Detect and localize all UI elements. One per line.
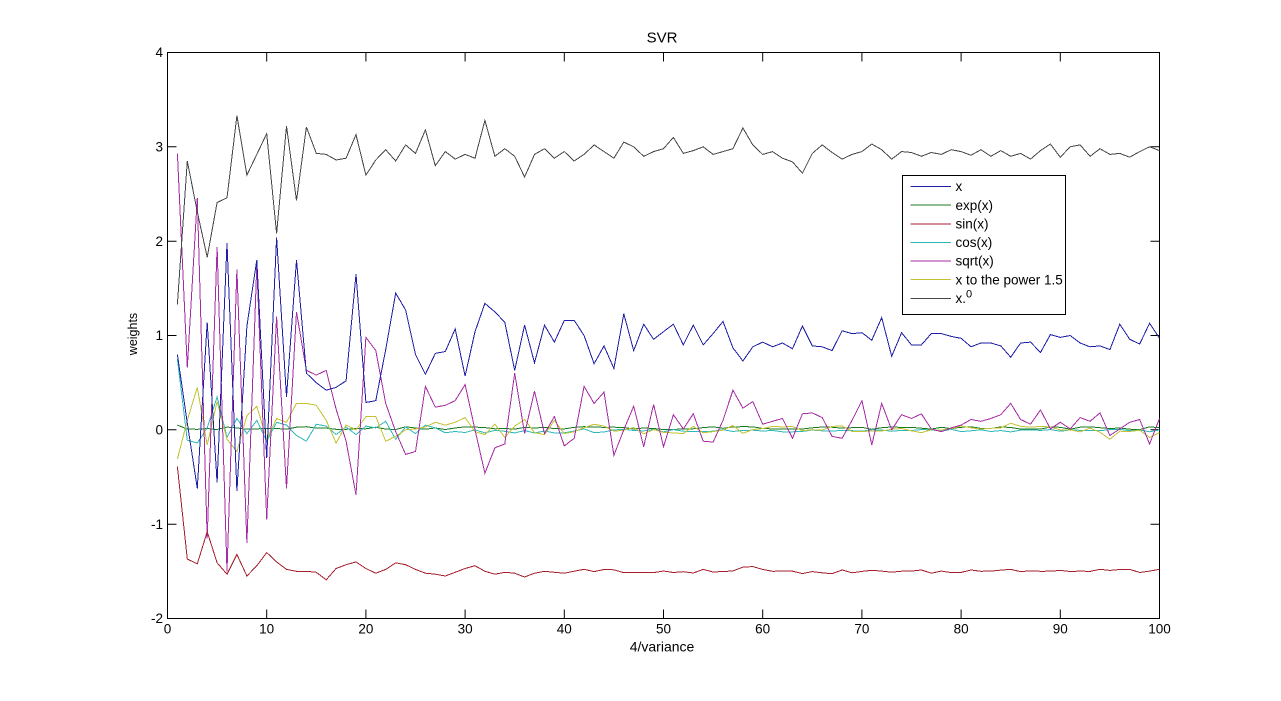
svg-text:60: 60 [755, 622, 770, 637]
svg-text:10: 10 [259, 622, 274, 637]
svg-text:0: 0 [164, 622, 172, 637]
svg-text:4/variance: 4/variance [630, 639, 695, 655]
svg-text:4: 4 [155, 45, 163, 60]
svg-text:90: 90 [1053, 622, 1068, 637]
svg-text:70: 70 [854, 622, 869, 637]
svg-text:3: 3 [155, 140, 163, 155]
svg-text:weights: weights [126, 313, 140, 356]
svg-text:30: 30 [458, 622, 473, 637]
svg-text:20: 20 [358, 622, 373, 637]
svg-text:x to the power 1.5: x to the power 1.5 [956, 272, 1063, 287]
svg-text:0: 0 [155, 423, 163, 438]
svg-text:1: 1 [155, 328, 163, 343]
svg-text:x: x [956, 179, 963, 194]
svg-text:exp(x): exp(x) [956, 198, 994, 213]
svg-text:-2: -2 [151, 611, 163, 626]
svg-text:100: 100 [1148, 622, 1171, 637]
svg-text:-1: -1 [151, 517, 163, 532]
svg-text:50: 50 [656, 622, 671, 637]
svg-text:sqrt(x): sqrt(x) [956, 254, 994, 269]
svg-text:40: 40 [557, 622, 572, 637]
svg-text:cos(x): cos(x) [956, 235, 993, 250]
svg-text:80: 80 [954, 622, 969, 637]
svg-text:sin(x): sin(x) [956, 217, 989, 232]
svg-text:SVR: SVR [647, 30, 678, 47]
svg-text:2: 2 [155, 234, 163, 249]
